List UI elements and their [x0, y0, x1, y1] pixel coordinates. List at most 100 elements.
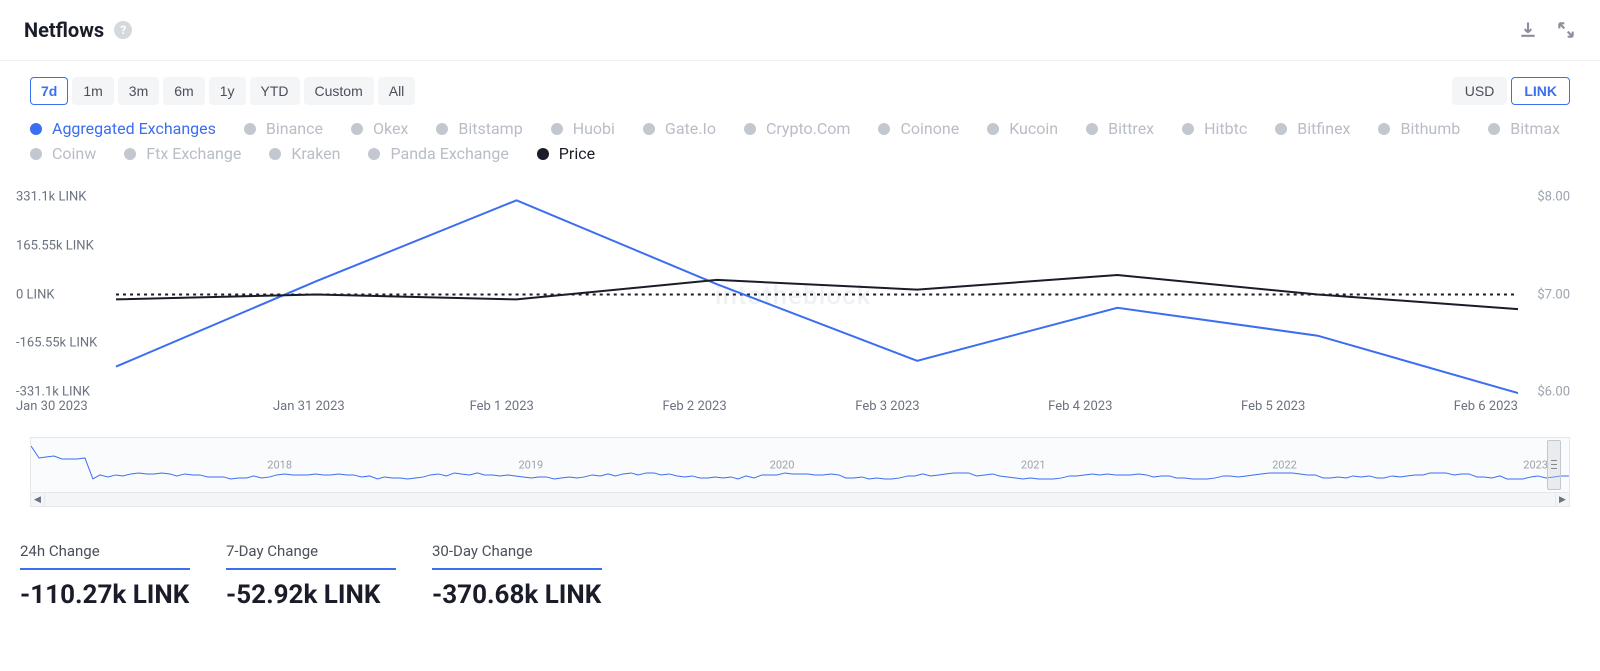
legend-dot — [30, 148, 42, 160]
legend-item[interactable]: Ftx Exchange — [124, 144, 241, 163]
legend-dot — [1488, 123, 1500, 135]
legend-dot — [244, 123, 256, 135]
legend-item[interactable]: Price — [537, 144, 595, 163]
y-axis-right-label: $6.00 — [1537, 385, 1570, 400]
navigator-year-label: 2020 — [770, 459, 795, 472]
legend-item[interactable]: Kucoin — [987, 119, 1058, 138]
range-btn-all[interactable]: All — [378, 77, 416, 105]
legend-item[interactable]: Bitfinex — [1275, 119, 1350, 138]
nav-scroll-right[interactable]: ▶ — [1555, 493, 1569, 506]
navigator-year-label: 2023 — [1523, 459, 1548, 472]
legend-item[interactable]: Hitbtc — [1182, 119, 1247, 138]
range-btn-3m[interactable]: 3m — [118, 77, 159, 105]
range-btn-7d[interactable]: 7d — [30, 77, 68, 105]
legend-item[interactable]: Panda Exchange — [368, 144, 508, 163]
x-axis-label: Feb 1 2023 — [470, 399, 534, 414]
unit-btn-usd[interactable]: USD — [1452, 77, 1508, 105]
legend-label: Price — [559, 144, 595, 163]
legend-label: Crypto.Com — [766, 119, 851, 138]
legend-item[interactable]: Bittrex — [1086, 119, 1154, 138]
legend-label: Coinone — [900, 119, 959, 138]
legend-dot — [878, 123, 890, 135]
legend-dot — [987, 123, 999, 135]
page-title: Netflows — [24, 18, 104, 42]
range-btn-1y[interactable]: 1y — [209, 77, 246, 105]
stat-value: -370.68k LINK — [432, 580, 602, 610]
legend-dot — [1182, 123, 1194, 135]
x-axis-label: Feb 2 2023 — [662, 399, 726, 414]
x-axis-label: Feb 5 2023 — [1241, 399, 1305, 414]
legend-item[interactable]: Aggregated Exchanges — [30, 119, 216, 138]
header-left: Netflows ? — [24, 18, 132, 42]
legend-dot — [1378, 123, 1390, 135]
legend-dot — [436, 123, 448, 135]
nav-scroll-left[interactable]: ◀ — [31, 493, 45, 506]
legend-item[interactable]: Kraken — [269, 144, 340, 163]
legend-dot — [551, 123, 563, 135]
time-range-group: 7d1m3m6m1yYTDCustomAll — [30, 77, 415, 105]
legend-item[interactable]: Coinone — [878, 119, 959, 138]
unit-btn-link[interactable]: LINK — [1511, 77, 1570, 105]
stat-value: -110.27k LINK — [20, 580, 190, 610]
range-btn-ytd[interactable]: YTD — [250, 77, 300, 105]
legend-item[interactable]: Crypto.Com — [744, 119, 851, 138]
y-axis-left-label: -331.1k LINK — [16, 385, 90, 400]
legend-item[interactable]: Bitmax — [1488, 119, 1560, 138]
stat-label: 7-Day Change — [226, 542, 396, 570]
navigator-year-label: 2019 — [518, 459, 543, 472]
unit-group: USDLINK — [1452, 77, 1570, 105]
legend-dot — [351, 123, 363, 135]
legend-dot — [1275, 123, 1287, 135]
legend-dot — [744, 123, 756, 135]
legend-label: Kraken — [291, 144, 340, 163]
page-header: Netflows ? — [0, 0, 1600, 61]
chart-plot — [116, 197, 1518, 392]
legend-label: Coinw — [52, 144, 96, 163]
chart-legend: Aggregated Exchanges Binance Okex Bitstamp H… — [0, 105, 1600, 167]
range-btn-1m[interactable]: 1m — [72, 77, 113, 105]
header-actions — [1518, 20, 1576, 40]
legend-item[interactable]: Bithumb — [1378, 119, 1460, 138]
legend-item[interactable]: Huobi — [551, 119, 615, 138]
legend-dot — [30, 123, 42, 135]
legend-label: Huobi — [573, 119, 615, 138]
legend-dot — [368, 148, 380, 160]
legend-dot — [124, 148, 136, 160]
y-axis-right-label: $7.00 — [1537, 287, 1570, 302]
navigator-scrollbar[interactable]: ◀ ▶ — [30, 493, 1570, 507]
legend-label: Gate.Io — [665, 119, 716, 138]
legend-label: Bittrex — [1108, 119, 1154, 138]
stat-block: 7-Day Change -52.92k LINK — [226, 541, 396, 610]
download-icon[interactable] — [1518, 20, 1538, 40]
legend-item[interactable]: Coinw — [30, 144, 96, 163]
legend-item[interactable]: Okex — [351, 119, 408, 138]
x-axis-label: Feb 4 2023 — [1048, 399, 1112, 414]
x-axis-label: Feb 6 2023 — [1454, 399, 1518, 414]
range-btn-custom[interactable]: Custom — [304, 77, 374, 105]
navigator-handle[interactable] — [1547, 440, 1561, 490]
legend-item[interactable]: Gate.Io — [643, 119, 716, 138]
help-icon[interactable]: ? — [114, 21, 132, 39]
legend-dot — [269, 148, 281, 160]
legend-dot — [643, 123, 655, 135]
legend-label: Hitbtc — [1204, 119, 1247, 138]
stat-block: 30-Day Change -370.68k LINK — [432, 541, 602, 610]
legend-item[interactable]: Binance — [244, 119, 323, 138]
x-axis-labels: Jan 30 2023Jan 31 2023Feb 1 2023Feb 2 20… — [16, 399, 1518, 417]
expand-icon[interactable] — [1556, 20, 1576, 40]
legend-label: Ftx Exchange — [146, 144, 241, 163]
controls-row: 7d1m3m6m1yYTDCustomAll USDLINK — [0, 61, 1600, 105]
x-axis-label: Jan 31 2023 — [273, 399, 345, 414]
legend-label: Binance — [266, 119, 323, 138]
navigator-year-label: 2018 — [267, 459, 292, 472]
range-btn-6m[interactable]: 6m — [163, 77, 204, 105]
y-axis-left-label: 331.1k LINK — [16, 190, 86, 205]
stats-row: 24h Change-110.27k LINK7-Day Change-52.9… — [0, 507, 1600, 610]
legend-item[interactable]: Bitstamp — [436, 119, 522, 138]
range-navigator[interactable]: 201820192020202120222023 — [30, 437, 1570, 493]
stat-value: -52.92k LINK — [226, 580, 396, 610]
y-axis-left-label: -165.55k LINK — [16, 336, 97, 351]
stat-label: 30-Day Change — [432, 542, 602, 570]
navigator-year-label: 2022 — [1272, 459, 1297, 472]
legend-label: Bitmax — [1510, 119, 1560, 138]
